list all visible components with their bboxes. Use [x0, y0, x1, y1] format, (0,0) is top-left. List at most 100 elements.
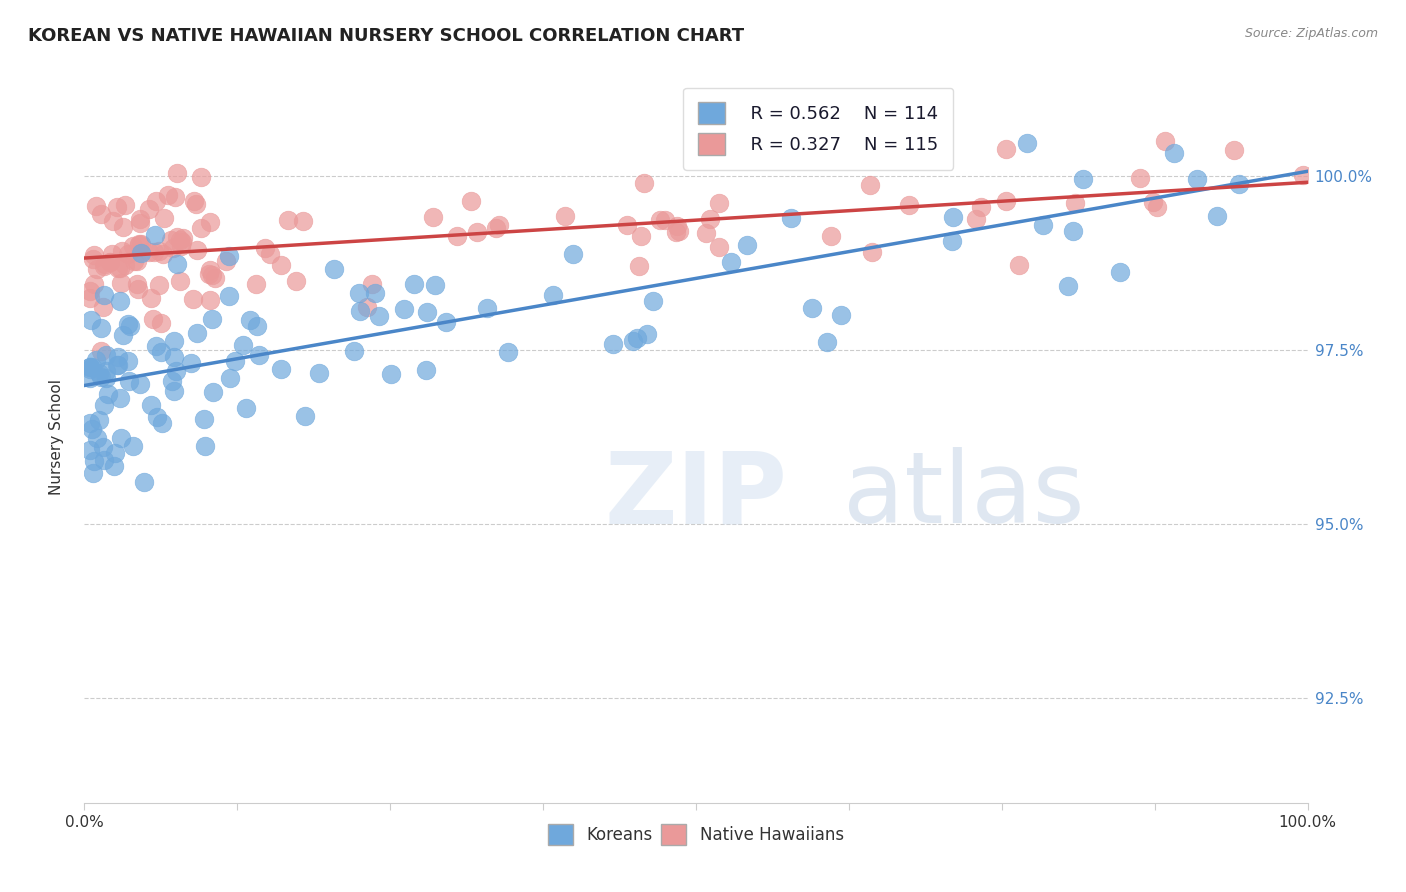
Point	[166, 230, 188, 244]
Point	[122, 253, 145, 268]
Point	[616, 218, 638, 232]
Point	[235, 401, 257, 415]
Point	[666, 219, 689, 234]
Point	[143, 244, 166, 259]
Point	[162, 350, 184, 364]
Point	[465, 225, 488, 239]
Point	[460, 194, 482, 208]
Point	[201, 312, 224, 326]
Point	[356, 300, 378, 314]
Point	[1129, 171, 1152, 186]
Point	[349, 304, 371, 318]
Point	[91, 301, 114, 315]
Point	[270, 362, 292, 376]
Point	[641, 294, 664, 309]
Point	[665, 225, 688, 239]
Point	[107, 260, 129, 275]
Point	[114, 258, 136, 272]
Point	[101, 214, 124, 228]
Point	[218, 249, 240, 263]
Point	[132, 475, 155, 489]
Point	[79, 284, 101, 298]
Point	[820, 228, 842, 243]
Point	[94, 364, 117, 378]
Point	[103, 459, 125, 474]
Point	[80, 360, 103, 375]
Point	[422, 210, 444, 224]
Point	[446, 228, 468, 243]
Point	[695, 226, 717, 240]
Point	[204, 270, 226, 285]
Point	[162, 241, 184, 255]
Point	[186, 197, 208, 211]
Point	[201, 268, 224, 282]
Point	[82, 252, 104, 266]
Point	[128, 377, 150, 392]
Point	[562, 246, 585, 260]
Point	[98, 255, 121, 269]
Point	[79, 359, 101, 374]
Point	[91, 440, 114, 454]
Text: KOREAN VS NATIVE HAWAIIAN NURSERY SCHOOL CORRELATION CHART: KOREAN VS NATIVE HAWAIIAN NURSERY SCHOOL…	[28, 27, 744, 45]
Point	[114, 197, 136, 211]
Point	[1057, 279, 1080, 293]
Point	[404, 277, 426, 292]
Point	[89, 413, 111, 427]
Point	[626, 331, 648, 345]
Point	[149, 345, 172, 359]
Point	[172, 231, 194, 245]
Point	[83, 248, 105, 262]
Point	[360, 277, 382, 292]
Point	[859, 178, 882, 192]
Point	[79, 291, 101, 305]
Point	[434, 315, 457, 329]
Point	[86, 261, 108, 276]
Point	[79, 416, 101, 430]
Point	[627, 259, 650, 273]
Point	[200, 293, 222, 308]
Point	[117, 247, 139, 261]
Point	[108, 293, 131, 308]
Point	[636, 327, 658, 342]
Point	[928, 134, 950, 148]
Point	[80, 422, 103, 436]
Point	[1187, 172, 1209, 186]
Point	[86, 431, 108, 445]
Point	[110, 431, 132, 445]
Point	[994, 194, 1017, 208]
Point	[150, 416, 173, 430]
Point	[183, 194, 205, 208]
Point	[93, 398, 115, 412]
Point	[270, 258, 292, 272]
Point	[801, 301, 824, 316]
Text: Source: ZipAtlas.com: Source: ZipAtlas.com	[1244, 27, 1378, 40]
Point	[105, 359, 128, 373]
Point	[709, 195, 731, 210]
Point	[416, 304, 439, 318]
Point	[186, 326, 208, 340]
Point	[156, 188, 179, 202]
Point	[650, 212, 672, 227]
Point	[94, 348, 117, 362]
Point	[541, 288, 564, 302]
Point	[117, 354, 139, 368]
Point	[239, 313, 262, 327]
Point	[368, 309, 391, 323]
Point	[190, 169, 212, 184]
Point	[145, 194, 167, 208]
Point	[830, 309, 852, 323]
Point	[163, 384, 186, 399]
Y-axis label: Nursery School: Nursery School	[49, 379, 63, 495]
Point	[186, 243, 208, 257]
Point	[254, 241, 277, 255]
Point	[699, 212, 721, 227]
Point	[1227, 178, 1250, 192]
Point	[245, 277, 267, 291]
Point	[633, 176, 655, 190]
Point	[308, 366, 330, 380]
Point	[90, 369, 112, 384]
Point	[163, 334, 186, 348]
Point	[100, 247, 122, 261]
Point	[1142, 195, 1164, 210]
Point	[1154, 134, 1177, 148]
